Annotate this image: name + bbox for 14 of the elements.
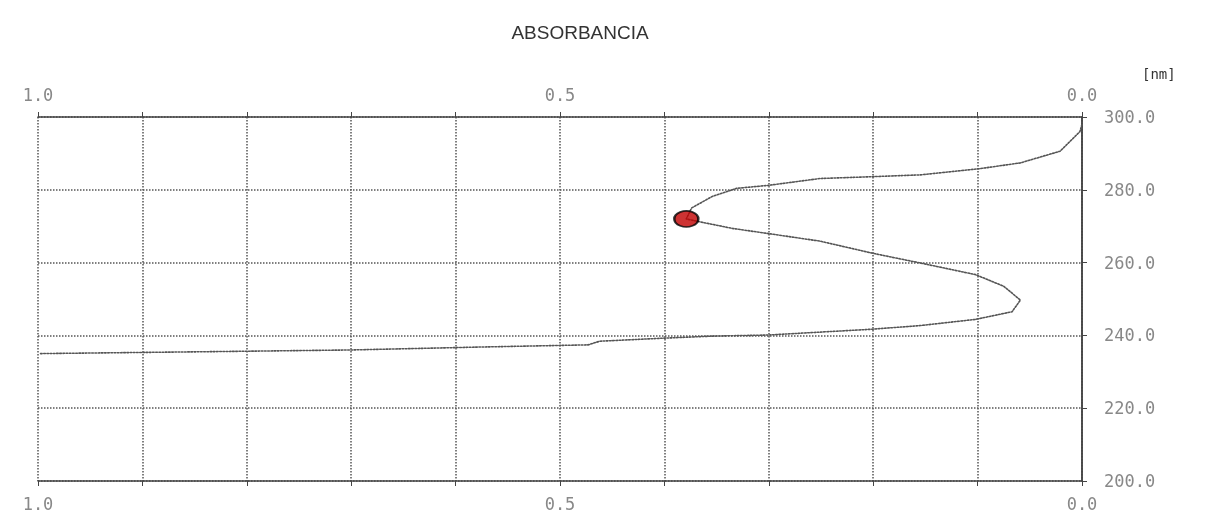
chart-title: ABSORBANCIA [511,22,649,43]
x-tick-label: 0.5 [544,493,576,514]
x2-tick-label: 0.5 [544,84,576,105]
y-tick-label: 300.0 [1104,107,1156,127]
x2-tick-label: 1.0 [22,84,54,105]
y-tick-label: 200.0 [1104,471,1156,491]
x-tick-label: 0.0 [1066,493,1098,514]
x2-tick-label: 0.0 [1066,84,1098,105]
y-tick-label: 280.0 [1104,179,1156,200]
y-axis-title: [nm] [1142,66,1176,82]
x-tick-label: 1.0 [22,493,54,514]
y-tick-label: 240.0 [1104,325,1156,346]
y-tick-label: 220.0 [1104,398,1156,419]
y-tick-label: 260.0 [1104,252,1156,273]
